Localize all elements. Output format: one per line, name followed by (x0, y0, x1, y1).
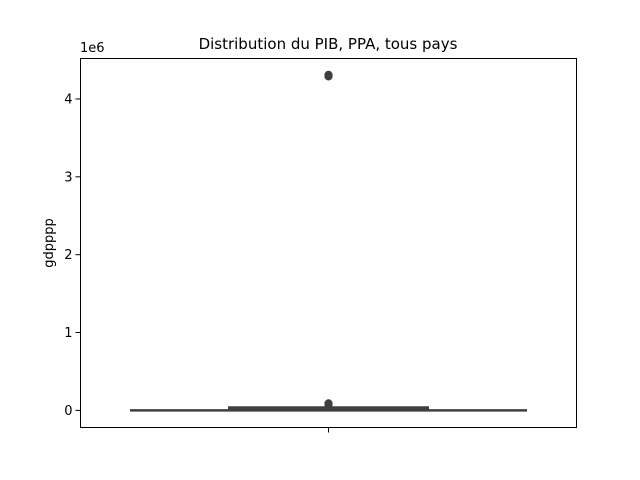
outlier-point (324, 399, 333, 408)
y-tick-label: 2 (64, 248, 72, 263)
y-tick-label: 1 (64, 326, 72, 341)
plot-area (130, 70, 527, 412)
y-axis-ticks: 0 1 2 3 4 (64, 92, 81, 419)
y-tick-label: 0 (64, 404, 72, 419)
outlier-point (324, 70, 333, 79)
y-axis-label: gdpppp (42, 218, 57, 268)
y-tick-label: 3 (64, 170, 72, 185)
chart-title: Distribution du PIB, PPA, tous pays (199, 35, 458, 53)
y-axis-offset-label: 1e6 (80, 41, 105, 56)
y-tick-label: 4 (64, 92, 72, 107)
